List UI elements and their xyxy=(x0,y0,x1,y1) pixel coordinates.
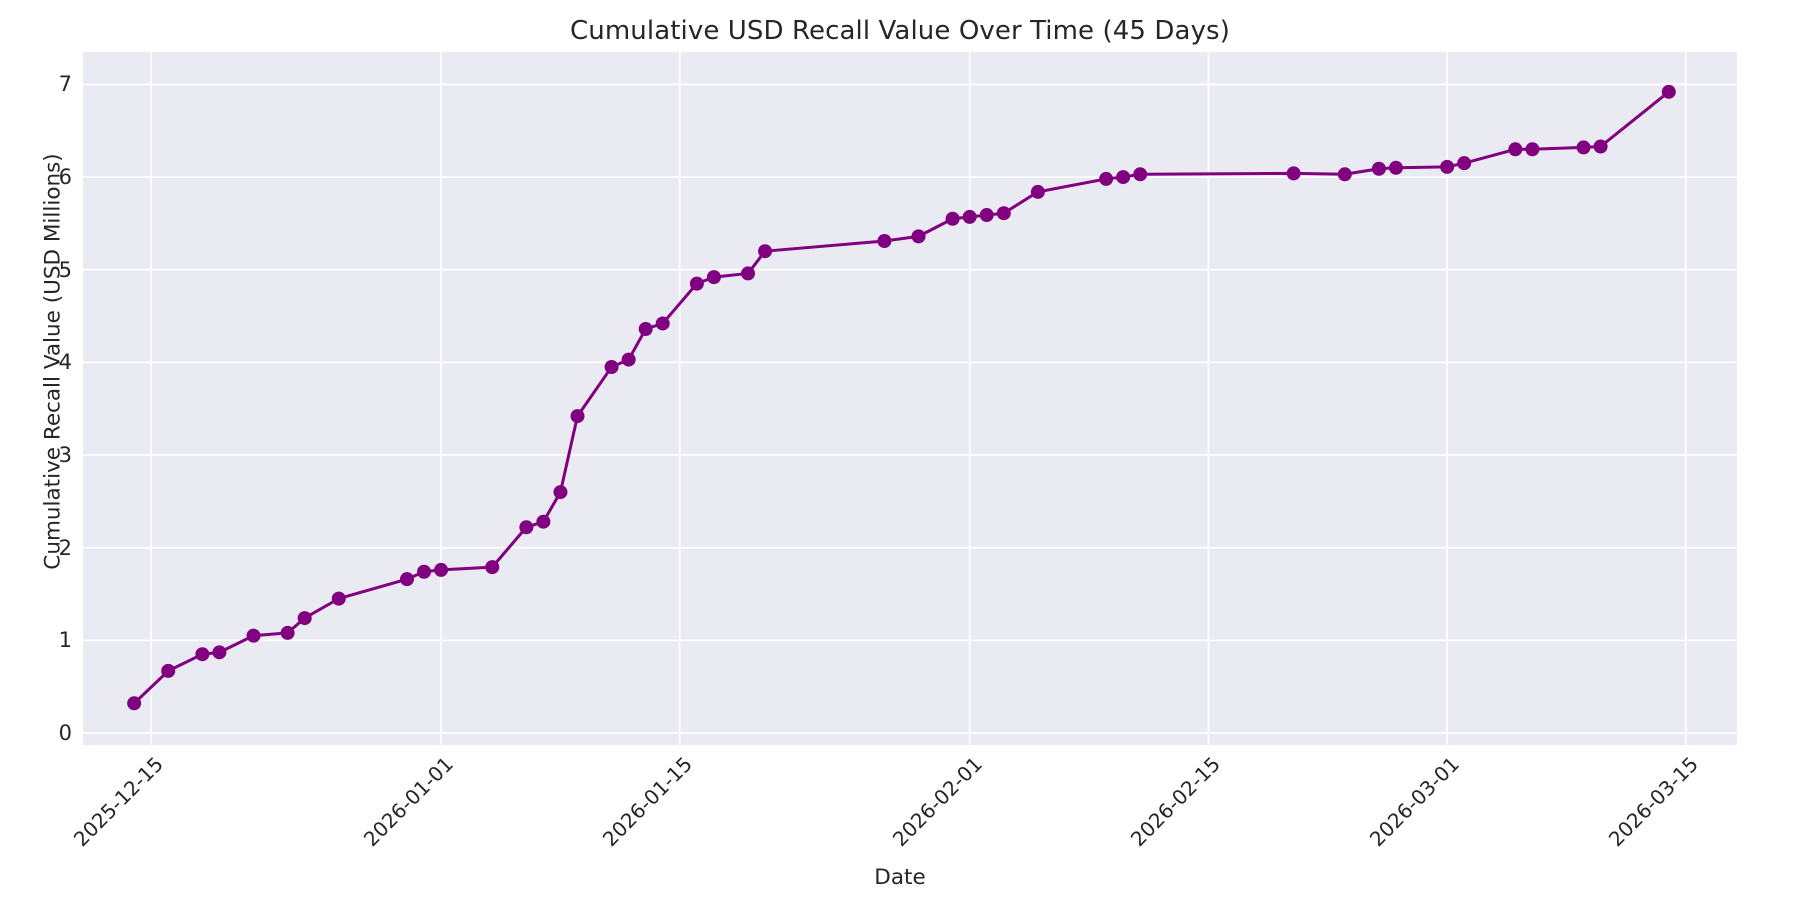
data-point xyxy=(655,316,670,331)
data-point xyxy=(246,628,261,643)
data-point xyxy=(331,591,346,606)
horizontal-gridlines xyxy=(83,83,1737,734)
data-point xyxy=(519,520,534,535)
data-point xyxy=(1099,171,1114,186)
data-point xyxy=(979,208,994,223)
y-axis-tick-label: 3 xyxy=(58,443,72,467)
data-point xyxy=(1133,167,1148,182)
y-axis-tick-label: 7 xyxy=(58,72,72,97)
data-point xyxy=(1388,160,1403,175)
page-title: Cumulative USD Recall Value Over Time (4… xyxy=(570,16,1230,46)
data-point xyxy=(280,625,295,640)
y-axis-tick-label: 5 xyxy=(58,257,72,282)
data-point xyxy=(212,645,227,660)
y-axis-tick-label: 2 xyxy=(58,535,72,560)
data-point xyxy=(1576,140,1591,155)
data-point xyxy=(638,322,653,337)
data-point xyxy=(706,270,721,285)
data-point xyxy=(536,514,551,529)
line-chart-svg xyxy=(83,52,1737,745)
data-point xyxy=(1286,166,1301,181)
data-point xyxy=(945,211,960,226)
y-axis-tick-label: 0 xyxy=(58,720,72,745)
y-axis-tick-label: 6 xyxy=(58,165,72,190)
data-point xyxy=(553,485,568,500)
data-point xyxy=(1457,156,1472,171)
data-point xyxy=(127,696,142,711)
data-point xyxy=(1440,159,1455,174)
data-point xyxy=(877,234,892,248)
cumulative-value-line xyxy=(132,90,1671,705)
data-point xyxy=(1525,142,1540,157)
y-axis-tick-label: 4 xyxy=(58,350,72,375)
data-point xyxy=(485,560,500,575)
data-point xyxy=(1337,167,1352,182)
y-axis-title: Cumulative Recall Value (USD Millions) xyxy=(40,153,66,570)
data-point xyxy=(689,276,704,291)
plot-area xyxy=(83,52,1737,745)
data-point xyxy=(911,229,926,244)
x-axis-title: Date xyxy=(874,865,926,890)
data-point xyxy=(1116,170,1131,185)
data-point xyxy=(434,562,449,577)
data-point xyxy=(758,244,773,259)
data-point xyxy=(1371,161,1386,176)
data-point xyxy=(996,206,1011,221)
data-point xyxy=(621,352,636,367)
data-point xyxy=(399,572,414,587)
data-point xyxy=(297,611,312,626)
y-axis-tick-label: 1 xyxy=(58,628,72,653)
data-point xyxy=(570,409,585,424)
data-point xyxy=(1508,142,1523,157)
data-point xyxy=(1593,139,1608,154)
data-point xyxy=(195,647,210,662)
data-point xyxy=(1030,184,1045,199)
data-point xyxy=(962,209,977,224)
data-point-markers xyxy=(127,84,1676,711)
data-point xyxy=(604,360,619,374)
data-point xyxy=(1661,84,1676,99)
data-point xyxy=(161,663,176,678)
data-point xyxy=(741,266,756,281)
data-point xyxy=(417,564,432,579)
